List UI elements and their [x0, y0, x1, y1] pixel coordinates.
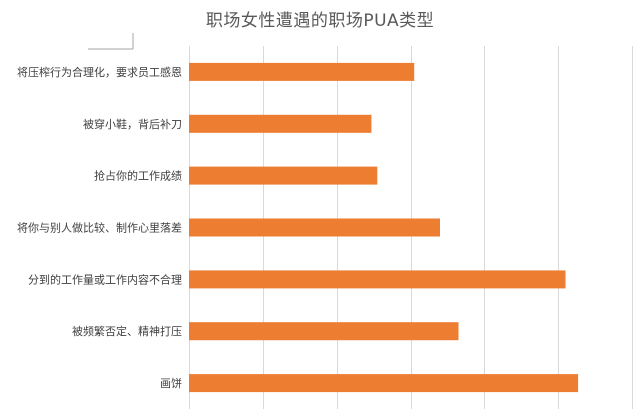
bar-4: [189, 270, 566, 289]
category-label-1: 被穿小鞋，背后补刀: [83, 117, 182, 131]
category-labels: 将压榨行为合理化，要求员工感恩被穿小鞋，背后补刀抢占你的工作成绩将你与别人做比较…: [17, 65, 182, 390]
bar-0: [189, 62, 415, 81]
chart-title: 职场女性遭遇的职场PUA类型: [205, 11, 435, 31]
bar-6: [189, 374, 579, 393]
category-label-2: 抢占你的工作成绩: [94, 169, 182, 183]
legend-stub: [88, 33, 134, 50]
category-label-6: 画饼: [160, 376, 182, 390]
bar-2: [189, 166, 378, 185]
category-label-3: 将你与别人做比较、制作心里落差: [17, 221, 182, 235]
bar-5: [189, 322, 459, 341]
bars: [189, 62, 579, 393]
bar-3: [189, 218, 440, 237]
category-label-5: 被频繁否定、精神打压: [72, 324, 182, 338]
category-label-4: 分到的工作量或工作内容不合理: [28, 272, 182, 286]
bar-1: [189, 114, 372, 133]
category-label-0: 将压榨行为合理化，要求员工感恩: [17, 65, 182, 79]
